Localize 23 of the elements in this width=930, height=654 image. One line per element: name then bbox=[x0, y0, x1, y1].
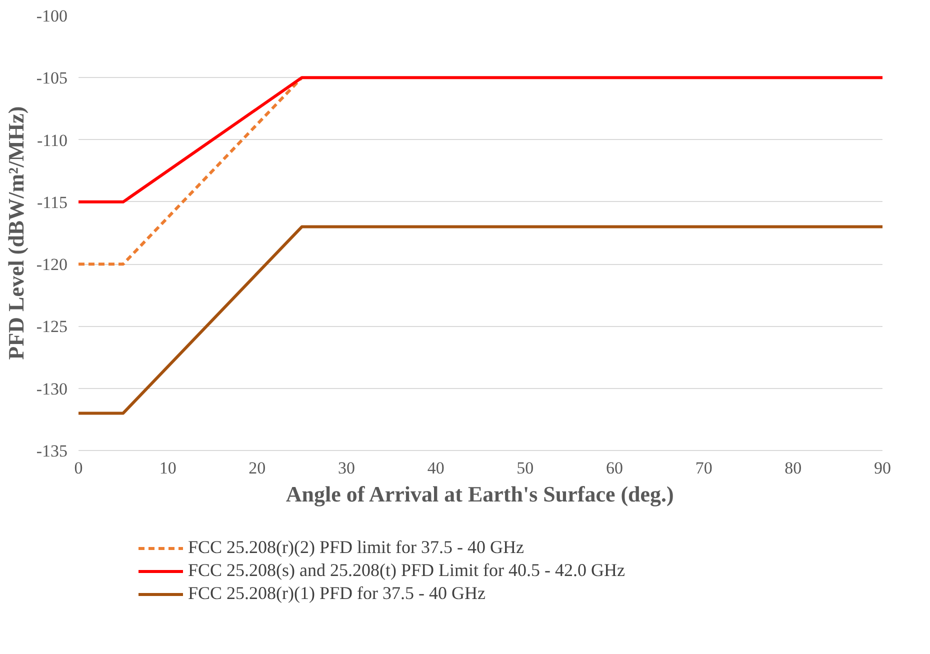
x-tick-label: 40 bbox=[427, 458, 444, 478]
x-tick-label: 0 bbox=[74, 458, 83, 478]
y-tick-label: -125 bbox=[36, 317, 68, 336]
y-tick-label: -135 bbox=[36, 442, 68, 460]
x-tick-label: 60 bbox=[606, 458, 623, 478]
legend-label: FCC 25.208(s) and 25.208(t) PFD Limit for 40.5 - 42.0 GHz bbox=[188, 560, 625, 581]
x-tick-label: 50 bbox=[516, 458, 534, 478]
legend-label: FCC 25.208(r)(2) PFD limit for 37.5 - 40 GHz bbox=[188, 537, 524, 558]
y-tick-label: -105 bbox=[36, 68, 68, 88]
x-tick-label: 90 bbox=[874, 458, 891, 478]
x-tick-label: 30 bbox=[338, 458, 355, 478]
y-tick-label: -130 bbox=[36, 379, 68, 398]
y-tick-label: -100 bbox=[36, 6, 68, 26]
x-tick-label: 20 bbox=[248, 458, 266, 478]
x-tick-label: 10 bbox=[159, 458, 176, 478]
x-tick-label: 80 bbox=[784, 458, 802, 478]
y-tick-label: -115 bbox=[36, 192, 68, 212]
legend-label: FCC 25.208(r)(1) PFD for 37.5 - 40 GHz bbox=[188, 583, 486, 604]
y-tick-label: -110 bbox=[36, 130, 68, 150]
y-axis-title: PFD Level (dBW/m²/MHz) bbox=[3, 106, 28, 360]
x-axis-title: Angle of Arrival at Earth's Surface (deg.) bbox=[286, 482, 674, 506]
y-tick-label: -120 bbox=[36, 255, 68, 274]
x-tick-label: 70 bbox=[695, 458, 712, 478]
